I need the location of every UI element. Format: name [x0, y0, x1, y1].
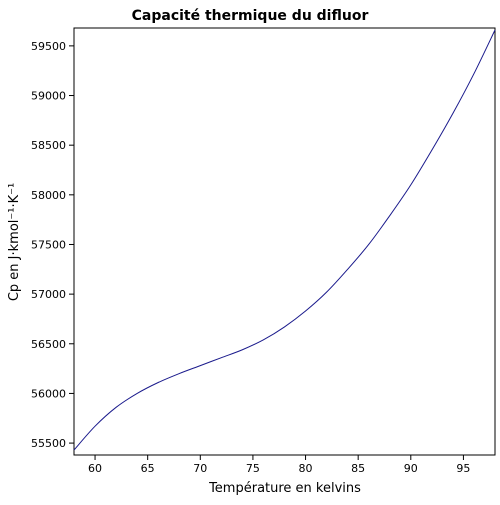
x-tick-label: 95 — [456, 462, 470, 475]
x-axis-label: Température en kelvins — [208, 481, 361, 496]
y-tick-label: 57000 — [31, 288, 66, 301]
y-tick-label: 55500 — [31, 437, 66, 450]
x-tick-label: 90 — [404, 462, 418, 475]
x-tick-label: 80 — [299, 462, 313, 475]
y-tick-label: 56000 — [31, 387, 66, 400]
y-tick-label: 58000 — [31, 189, 66, 202]
x-tick-label: 70 — [193, 462, 207, 475]
x-tick-label: 65 — [141, 462, 155, 475]
x-tick-label: 85 — [351, 462, 365, 475]
y-tick-label: 56500 — [31, 338, 66, 351]
x-axis-ticks: 60 65 70 75 80 85 90 95 — [88, 455, 470, 475]
y-tick-label: 57500 — [31, 238, 66, 251]
y-tick-label: 59000 — [31, 90, 66, 103]
y-axis-ticks: 55500 56000 56500 57000 57500 58000 58500 59000… — [31, 40, 74, 450]
y-tick-label: 59500 — [31, 40, 66, 53]
x-tick-label: 75 — [246, 462, 260, 475]
series-layer — [73, 29, 496, 451]
x-tick-label: 60 — [88, 462, 102, 475]
y-axis-label: Cp en J·kmol⁻¹·K⁻¹ — [7, 183, 22, 301]
plot-area-frame — [73, 27, 496, 456]
series-line — [73, 29, 496, 451]
y-tick-label: 58500 — [31, 139, 66, 152]
chart-title: Capacité thermique du difluor — [132, 8, 369, 24]
